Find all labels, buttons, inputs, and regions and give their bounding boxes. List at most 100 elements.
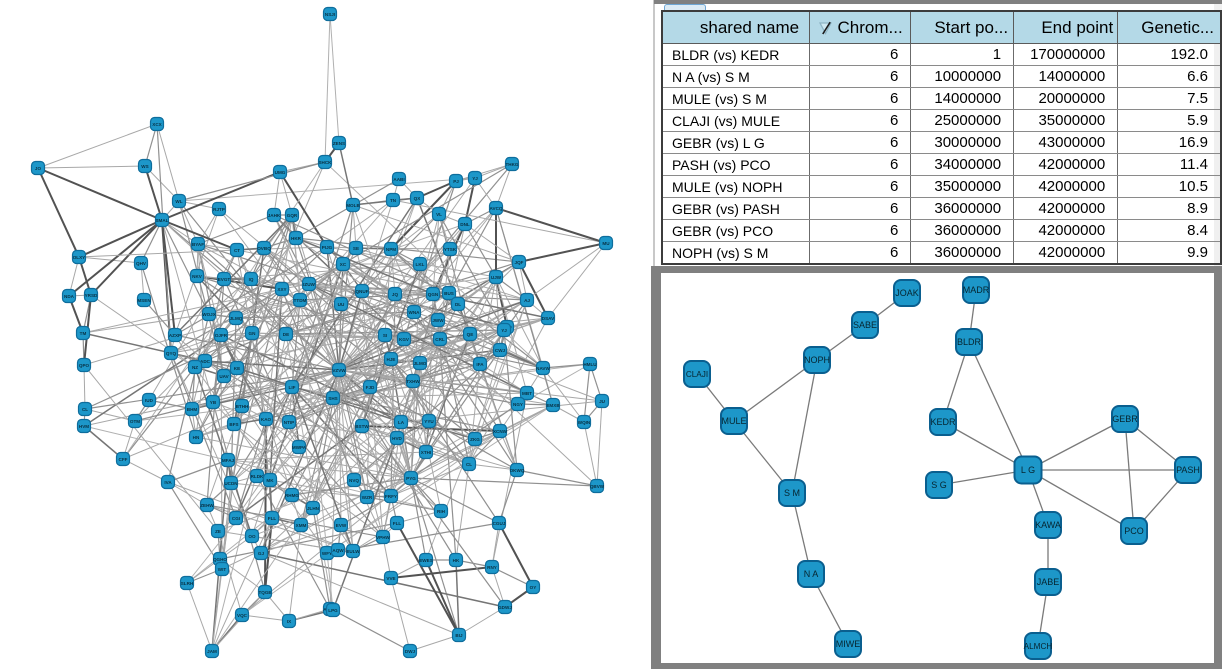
svg-text:TXHW: TXHW (406, 379, 420, 384)
svg-text:UMG: UMG (275, 170, 286, 175)
svg-text:SHCK: SHCK (318, 160, 332, 165)
svg-text:KE: KE (234, 366, 240, 371)
svg-text:WNA: WNA (409, 310, 421, 315)
svg-text:MWPA: MWPA (292, 445, 307, 450)
svg-text:ZE: ZE (215, 529, 221, 534)
svg-text:JAHK: JAHK (268, 213, 281, 218)
svg-text:SHS: SHS (328, 396, 337, 401)
svg-text:MK: MK (266, 478, 274, 483)
svg-text:VVE: VVE (386, 576, 395, 581)
svg-text:JOAK: JOAK (895, 288, 919, 298)
svg-text:OO: OO (248, 534, 256, 539)
svg-text:ADC: ADC (200, 359, 211, 364)
svg-text:JAM: JAM (207, 649, 217, 654)
svg-text:KGV: KGV (399, 337, 410, 342)
svg-text:QX: QX (414, 196, 422, 201)
svg-text:XXY: XXY (277, 287, 286, 292)
svg-text:WOJX: WOJX (202, 312, 216, 317)
svg-text:DE: DE (283, 332, 289, 337)
svg-text:PJ: PJ (453, 179, 459, 184)
svg-text:WIT: WIT (218, 567, 227, 572)
svg-text:NOPH: NOPH (804, 355, 830, 365)
svg-text:JABE: JABE (1037, 577, 1060, 587)
svg-text:N A: N A (804, 569, 819, 579)
svg-text:JLHN: JLHN (307, 506, 320, 511)
svg-text:MOLB: MOLB (346, 203, 360, 208)
svg-text:JQF: JQF (515, 260, 524, 265)
svg-text:MIWE: MIWE (836, 639, 861, 649)
svg-text:JWW: JWW (432, 318, 444, 323)
svg-text:SLRH: SLRH (181, 581, 194, 586)
svg-text:L G: L G (1021, 465, 1035, 475)
svg-text:QGHO: QGHO (213, 557, 227, 562)
svg-text:WFY: WFY (322, 551, 332, 556)
svg-text:LIF: LIF (289, 385, 296, 390)
svg-text:KAO: KAO (261, 417, 272, 422)
svg-text:NTIP: NTIP (284, 420, 294, 425)
svg-text:CGI: CGI (232, 516, 240, 521)
svg-text:UCDN: UCDN (224, 481, 238, 486)
svg-text:SABE: SABE (853, 320, 877, 330)
svg-text:CL: CL (82, 407, 88, 412)
svg-text:PCO: PCO (1124, 526, 1144, 536)
svg-text:OKWQ: OKWQ (510, 468, 525, 473)
svg-text:VQC: VQC (237, 613, 248, 618)
svg-text:HMLU: HMLU (583, 362, 597, 367)
svg-text:QNUF: QNUF (355, 289, 368, 294)
svg-text:QYQ: QYQ (166, 351, 177, 356)
svg-text:S G: S G (931, 480, 947, 490)
svg-text:XTHI: XTHI (421, 450, 431, 455)
svg-text:VZVW: VZVW (332, 368, 346, 373)
svg-text:DSAV: DSAV (542, 316, 555, 321)
svg-text:MSEN: MSEN (137, 298, 151, 303)
svg-text:NVQ: NVQ (349, 478, 359, 483)
svg-text:EMXB: EMXB (546, 403, 560, 408)
svg-text:NDA: NDA (64, 294, 75, 299)
svg-text:NPM: NPM (386, 247, 396, 252)
svg-text:YJ: YJ (472, 176, 478, 181)
svg-text:FLL: FLL (268, 516, 277, 521)
svg-text:VPHW: VPHW (376, 535, 390, 540)
svg-text:GQR: GQR (287, 213, 298, 218)
svg-text:GEBR: GEBR (1112, 414, 1138, 424)
svg-text:HN: HN (193, 435, 200, 440)
svg-text:QE: QE (467, 332, 474, 337)
svg-text:TM: TM (80, 331, 87, 336)
svg-text:MADR: MADR (963, 285, 990, 295)
svg-text:JLMO: JLMO (414, 361, 427, 366)
svg-text:JLMQ: JLMQ (230, 316, 243, 321)
svg-text:DNL: DNL (460, 222, 470, 227)
svg-text:SMAL: SMAL (155, 218, 168, 223)
svg-text:RNY: RNY (487, 565, 497, 570)
svg-text:FRFY: FRFY (385, 494, 397, 499)
svg-text:PASH: PASH (1176, 465, 1200, 475)
svg-text:EULW: EULW (346, 549, 360, 554)
svg-text:QBVW: QBVW (590, 484, 605, 489)
svg-text:OTM: OTM (130, 419, 140, 424)
svg-text:MULE: MULE (721, 416, 746, 426)
svg-text:HK: HK (453, 558, 460, 563)
svg-text:GJ: GJ (258, 551, 265, 556)
svg-text:NSJI: NSJI (325, 12, 335, 17)
svg-text:XCX: XCX (152, 122, 162, 127)
svg-text:YTSK: YTSK (444, 247, 457, 252)
svg-text:IQ: IQ (249, 277, 254, 282)
svg-text:BLDR: BLDR (957, 337, 982, 347)
svg-text:BTHH: BTHH (236, 404, 249, 409)
svg-text:AABI: AABI (393, 177, 404, 182)
svg-text:ZEHW: ZEHW (200, 503, 214, 508)
svg-text:LPG: LPG (328, 608, 338, 613)
svg-text:AVCQ: AVCQ (490, 206, 503, 211)
svg-text:YJ: YJ (501, 328, 507, 333)
svg-text:BSTW: BSTW (355, 424, 369, 429)
svg-text:AJ: AJ (524, 298, 530, 303)
svg-text:HKR: HKR (291, 236, 302, 241)
svg-text:CFF: CFF (119, 457, 128, 462)
svg-text:IUD: IUD (145, 398, 154, 403)
svg-text:QHV: QHV (136, 261, 147, 266)
svg-text:CWJ: CWJ (495, 348, 506, 353)
svg-text:OLXY: OLXY (73, 255, 86, 260)
svg-text:NAVW: NAVW (536, 366, 550, 371)
svg-text:TTDM: TTDM (294, 298, 307, 303)
svg-text:BIJ: BIJ (455, 633, 463, 638)
